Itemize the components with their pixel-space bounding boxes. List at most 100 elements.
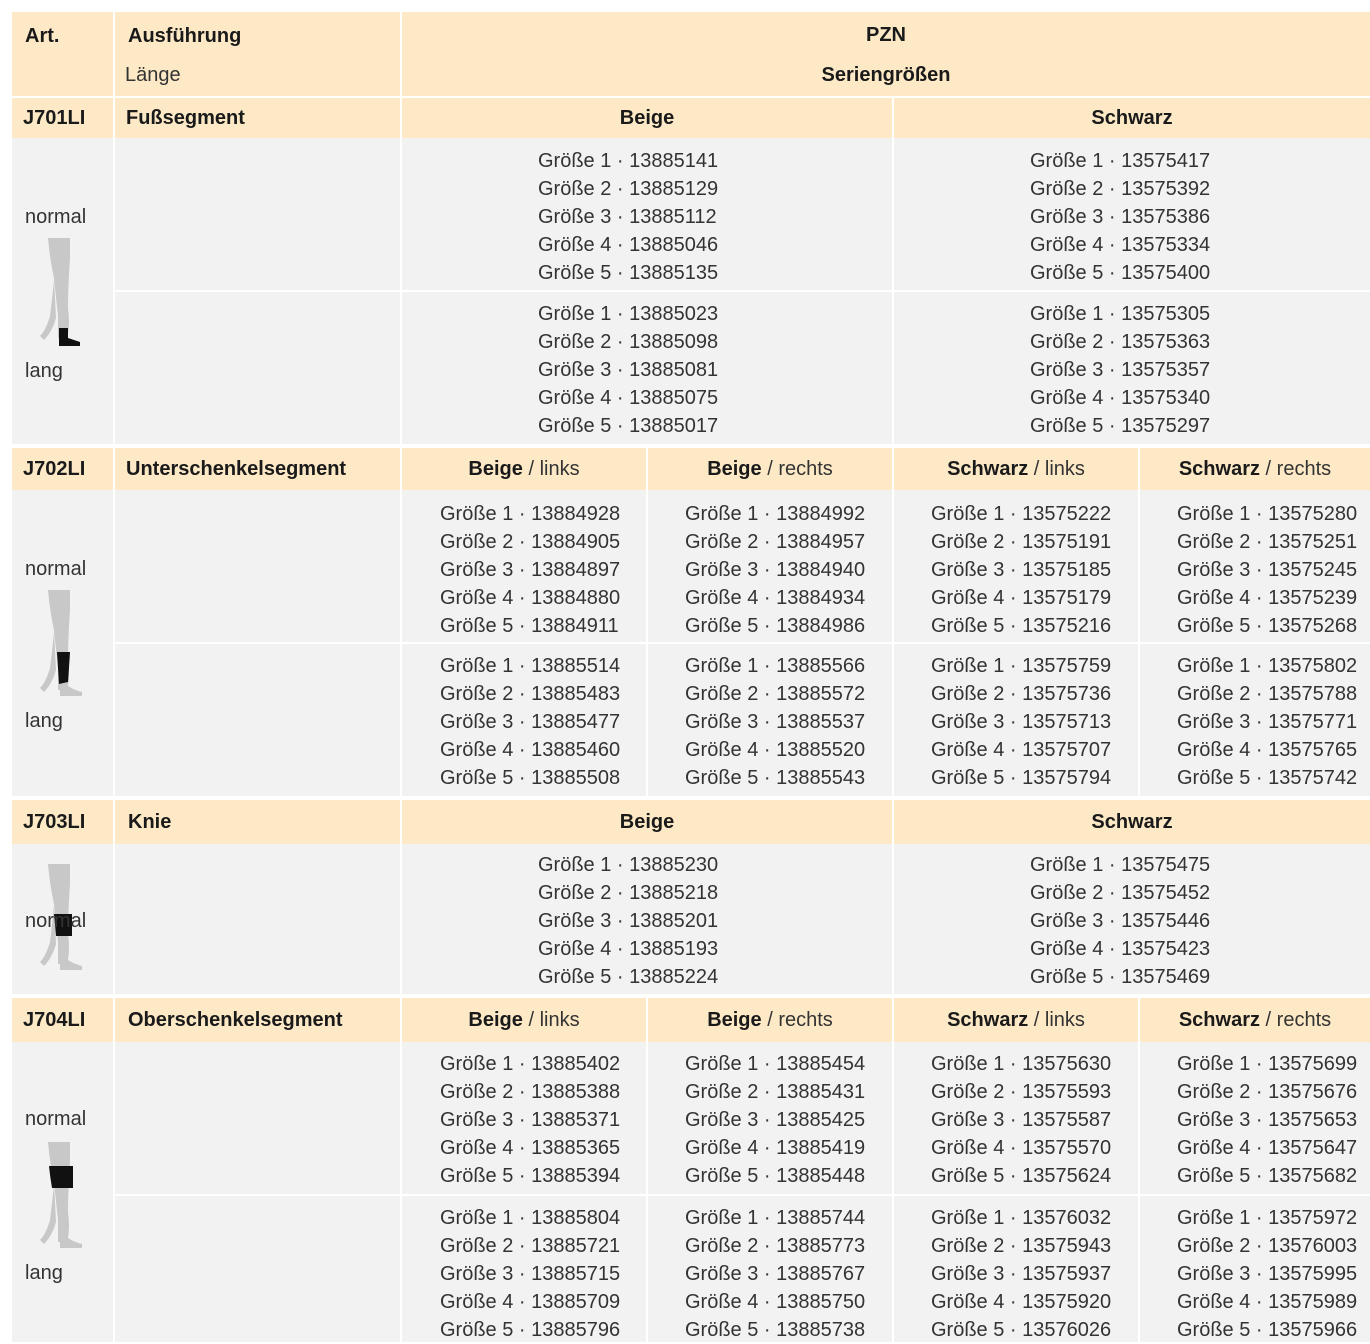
- size-entry: Größe 4 · 13885365: [440, 1137, 621, 1159]
- header-seriengroessen: Seriengrößen: [821, 64, 951, 86]
- size-entry: Größe 1 · 13575699: [1177, 1053, 1358, 1075]
- size-entry: Größe 4 · 13575179: [931, 587, 1112, 609]
- color-schwarz: Schwarz: [1091, 107, 1173, 129]
- section-body-j704: normal lang Größe 1 · 13885402 Größe 2 · …: [12, 1042, 1370, 1342]
- size-entry: Größe 5 · 13575624: [931, 1165, 1112, 1187]
- size-entry: Größe 4 · 13884880: [440, 587, 621, 609]
- length-lang: lang: [25, 360, 63, 382]
- size-entry: Größe 2 · 13575676: [1177, 1081, 1358, 1103]
- size-entry: Größe 4 · 13885419: [685, 1137, 866, 1159]
- size-entry: Größe 2 · 13885572: [685, 683, 866, 705]
- art-code: J703LI: [23, 811, 86, 833]
- size-entry: Größe 2 · 13576003: [1177, 1235, 1358, 1257]
- size-entry: Größe 4 · 13885750: [685, 1291, 866, 1313]
- size-entry: Größe 5 · 13575268: [1177, 615, 1358, 637]
- size-entry: Größe 5 · 13575216: [931, 615, 1112, 637]
- size-entry: Größe 3 · 13884897: [440, 559, 621, 581]
- size-entry: Größe 3 · 13575995: [1177, 1263, 1358, 1285]
- size-entry: Größe 4 · 13575647: [1177, 1137, 1358, 1159]
- size-entry: Größe 3 · 13575713: [931, 711, 1112, 733]
- size-entry: Größe 3 · 13885767: [685, 1263, 866, 1285]
- size-entry: Größe 5 · 13576026: [931, 1319, 1112, 1341]
- size-entry: Größe 3 · 13575245: [1177, 559, 1358, 581]
- size-entry: Größe 3 · 13885371: [440, 1109, 621, 1131]
- art-code: J702LI: [23, 458, 86, 480]
- size-entry: Größe 4 · 13575989: [1177, 1291, 1358, 1313]
- size-entry: Größe 1 · 13885804: [440, 1207, 621, 1229]
- size-entry: Größe 5 · 13885796: [440, 1319, 621, 1341]
- size-entry: Größe 1 · 13575305: [1030, 303, 1211, 325]
- color-schwarz: Schwarz: [1091, 811, 1173, 833]
- size-entry: Größe 5 · 13575400: [1030, 262, 1211, 284]
- size-entry: Größe 3 · 13885715: [440, 1263, 621, 1285]
- size-entry: Größe 3 · 13575357: [1030, 359, 1211, 381]
- size-entry: Größe 1 · 13575280: [1177, 503, 1358, 525]
- color-schwarz-rechts: Schwarz / rechts: [1178, 458, 1332, 480]
- size-list: Größe 1 · 13885230 Größe 2 · 13885218 Größ…: [538, 851, 718, 991]
- size-entry: Größe 2 · 13885388: [440, 1081, 621, 1103]
- size-list: Größe 1 · 13885804 Größe 2 · 13885721 Größ…: [440, 1204, 620, 1344]
- size-entry: Größe 5 · 13885448: [685, 1165, 866, 1187]
- size-entry: Größe 1 · 13885454: [685, 1053, 866, 1075]
- product-name: Fußsegment: [126, 107, 245, 129]
- size-entry: Größe 4 · 13885520: [685, 739, 866, 761]
- size-entry: Größe 4 · 13575920: [931, 1291, 1112, 1313]
- length-normal: normal: [25, 206, 87, 228]
- size-list: Größe 1 · 13885402 Größe 2 · 13885388 Größ…: [440, 1050, 620, 1190]
- size-entry: Größe 4 · 13885709: [440, 1291, 621, 1313]
- size-entry: Größe 1 · 13575475: [1030, 854, 1211, 876]
- header-pzn: PZN: [866, 24, 906, 46]
- size-entry: Größe 2 · 13885129: [538, 178, 719, 200]
- size-entry: Größe 5 · 13575682: [1177, 1165, 1358, 1187]
- size-entry: Größe 5 · 13575469: [1030, 966, 1211, 988]
- size-list: Größe 1 · 13884928 Größe 2 · 13884905 Größ…: [440, 500, 620, 640]
- size-entry: Größe 4 · 13885075: [538, 387, 719, 409]
- size-entry: Größe 3 · 13885537: [685, 711, 866, 733]
- size-entry: Größe 5 · 13885224: [538, 966, 719, 988]
- size-list: Größe 1 · 13885514 Größe 2 · 13885483 Größ…: [440, 652, 620, 792]
- size-entry: Größe 5 · 13884986: [685, 615, 866, 637]
- header-ausfuehrung: Ausführung: [128, 25, 242, 47]
- size-entry: Größe 1 · 13576032: [931, 1207, 1112, 1229]
- size-entry: Größe 2 · 13575191: [931, 531, 1112, 553]
- size-entry: Größe 4 · 13575707: [931, 739, 1112, 761]
- size-entry: Größe 2 · 13575788: [1177, 683, 1358, 705]
- art-code: J701LI: [23, 107, 86, 129]
- length-normal: normal: [25, 558, 87, 580]
- size-entry: Größe 2 · 13575363: [1030, 331, 1211, 353]
- size-entry: Größe 1 · 13575759: [931, 655, 1112, 677]
- size-entry: Größe 4 · 13575340: [1030, 387, 1211, 409]
- size-entry: Größe 1 · 13575802: [1177, 655, 1358, 677]
- section-body-j702: normal lang Größe 1 · 13884928 Größe 2 · …: [12, 490, 1370, 796]
- size-entry: Größe 5 · 13575297: [1030, 415, 1211, 437]
- size-entry: Größe 2 · 13885218: [538, 882, 719, 904]
- color-beige-rechts: Beige / rechts: [707, 1009, 833, 1031]
- size-entry: Größe 2 · 13885098: [538, 331, 719, 353]
- size-list: Größe 1 · 13575475 Größe 2 · 13575452 Größ…: [1030, 851, 1210, 991]
- size-entry: Größe 3 · 13884940: [685, 559, 866, 581]
- size-list: Größe 1 · 13575972 Größe 2 · 13576003 Größ…: [1177, 1204, 1357, 1344]
- size-entry: Größe 3 · 13575587: [931, 1109, 1112, 1131]
- size-entry: Größe 4 · 13884934: [685, 587, 866, 609]
- color-beige: Beige: [619, 107, 675, 129]
- product-name: Unterschenkelsegment: [126, 458, 347, 480]
- size-entry: Größe 2 · 13885431: [685, 1081, 866, 1103]
- size-entry: Größe 3 · 13885201: [538, 910, 719, 932]
- size-entry: Größe 4 · 13885193: [538, 938, 719, 960]
- size-list: Größe 1 · 13884992 Größe 2 · 13884957 Größ…: [685, 500, 865, 640]
- size-entry: Größe 1 · 13885514: [440, 655, 621, 677]
- color-beige-rechts: Beige / rechts: [707, 458, 833, 480]
- size-entry: Größe 2 · 13884957: [685, 531, 866, 553]
- size-list: Größe 1 · 13575630 Größe 2 · 13575593 Größ…: [931, 1050, 1111, 1190]
- size-entry: Größe 5 · 13885543: [685, 767, 866, 789]
- header-laenge: Länge: [125, 64, 181, 86]
- size-entry: Größe 2 · 13575943: [931, 1235, 1112, 1257]
- size-entry: Größe 2 · 13885773: [685, 1235, 866, 1257]
- leg-lower-segment-icon: [38, 590, 86, 702]
- size-entry: Größe 3 · 13885081: [538, 359, 719, 381]
- size-entry: Größe 5 · 13885135: [538, 262, 719, 284]
- size-list: Größe 1 · 13885023 Größe 2 · 13885098 Größ…: [538, 300, 718, 440]
- size-entry: Größe 2 · 13885483: [440, 683, 621, 705]
- size-entry: Größe 5 · 13885508: [440, 767, 621, 789]
- color-schwarz-links: Schwarz / links: [947, 1009, 1085, 1031]
